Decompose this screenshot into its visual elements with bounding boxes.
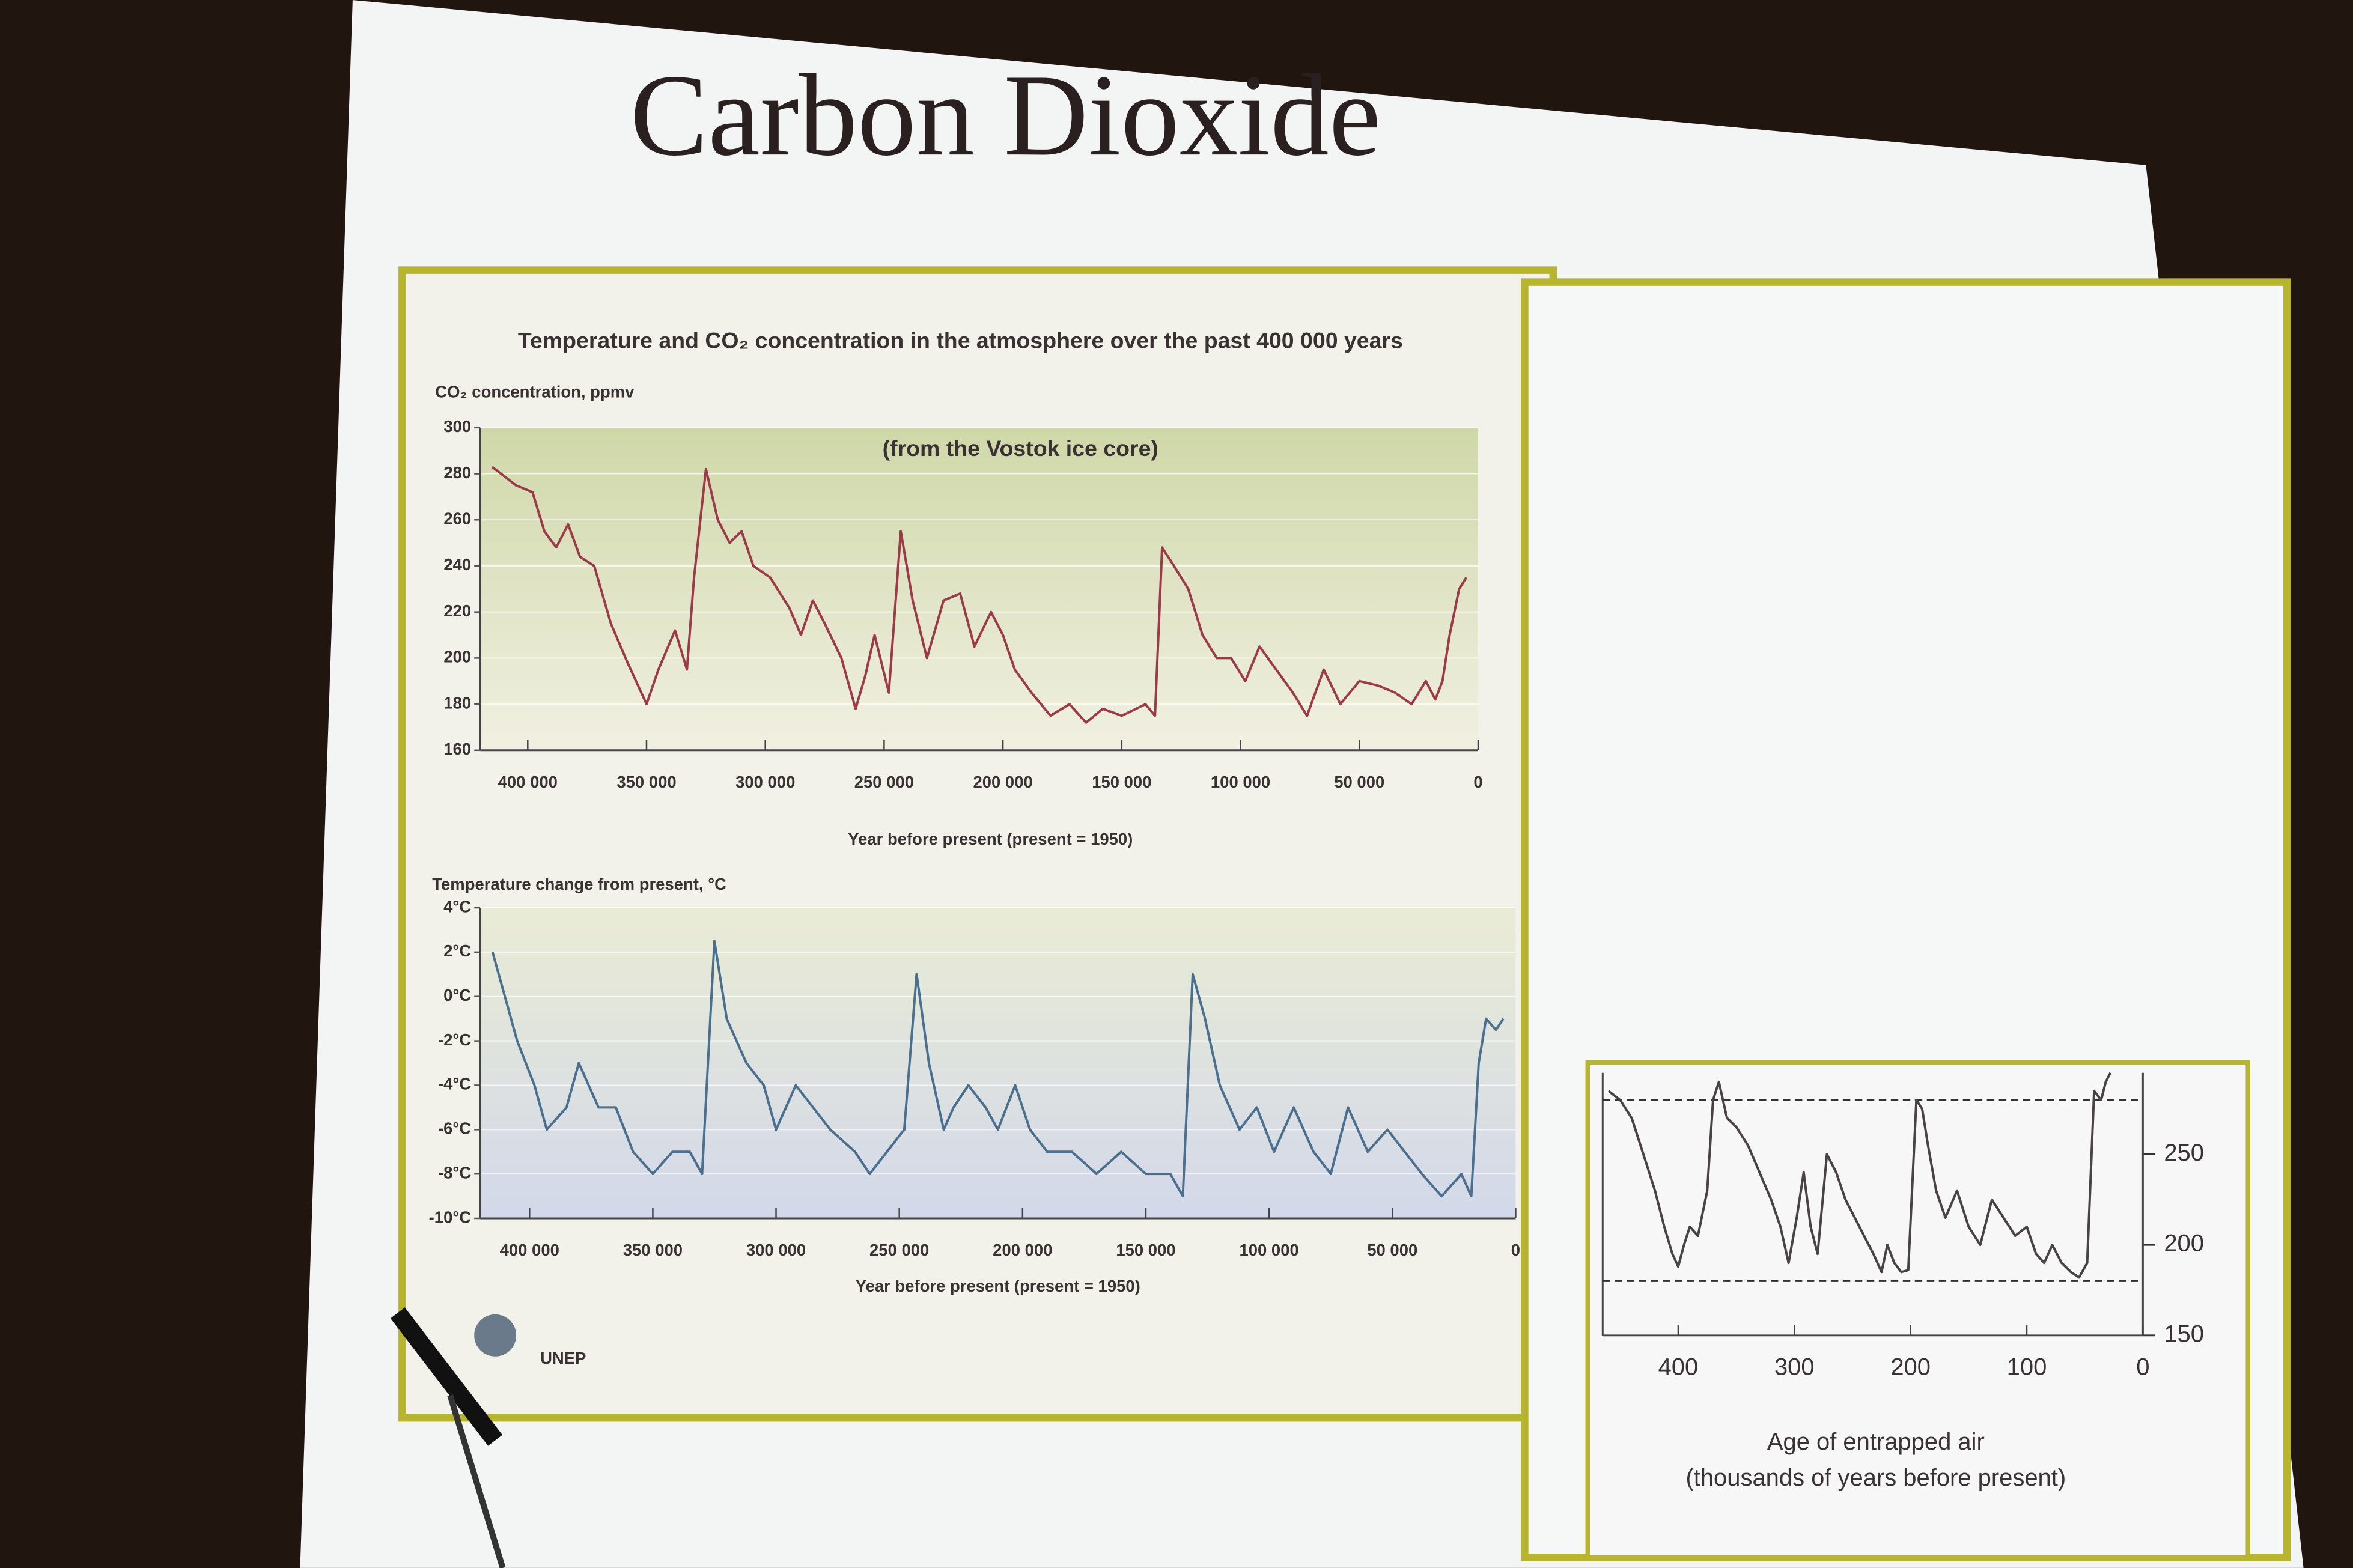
x-tick-label: 350 000 <box>623 1241 683 1259</box>
plot-background <box>480 908 1516 1219</box>
mic-stand <box>447 1394 506 1568</box>
y-axis-label: Temperature change from present, °C <box>432 875 726 893</box>
logo-text: UNEP <box>540 1349 586 1367</box>
y-tick-label: 240 <box>443 555 471 574</box>
x-tick-label: 0 <box>1473 773 1482 791</box>
x-tick-label: 400 000 <box>500 1241 559 1259</box>
y-tick-label: 220 <box>443 601 471 620</box>
y-tick-label: 300 <box>443 417 471 436</box>
x-tick-label: 400 <box>1658 1354 1699 1380</box>
x-tick-label: 300 <box>1774 1354 1815 1380</box>
x-tick-label: 250 000 <box>854 773 914 791</box>
x-tick-label: 100 000 <box>1239 1241 1298 1259</box>
y-tick-label: 250 <box>2164 1140 2204 1166</box>
x-tick-label: 200 000 <box>973 773 1032 791</box>
x-tick-label: 200 <box>1890 1354 1931 1380</box>
x-axis-label: Age of entrapped air <box>1767 1429 1985 1455</box>
y-tick-label: -2°C <box>438 1030 471 1049</box>
microphone <box>390 1307 506 1568</box>
y-tick-label: 200 <box>443 648 471 666</box>
x-tick-label: 150 000 <box>1116 1241 1175 1259</box>
x-tick-label: 0 <box>2136 1354 2149 1380</box>
y-tick-label: 180 <box>443 693 471 712</box>
mic-head <box>390 1307 503 1446</box>
logo-icon <box>474 1314 517 1357</box>
x-axis-label: Year before present (present = 1950) <box>848 830 1133 848</box>
x-tick-label: 400 000 <box>498 773 558 791</box>
y-tick-label: 2°C <box>443 941 471 960</box>
y-tick-label: -4°C <box>438 1075 471 1093</box>
x-tick-label: 200 000 <box>993 1241 1052 1259</box>
y-tick-label: 150 <box>2164 1320 2204 1347</box>
chart-title: Temperature and CO₂ concentration in the… <box>518 327 1403 353</box>
x-tick-label: 50 000 <box>1334 773 1384 791</box>
y-tick-label: -8°C <box>438 1163 471 1182</box>
data-line <box>491 940 1505 1198</box>
x-tick-label: 100 <box>2007 1354 2047 1380</box>
y-tick-label: -10°C <box>429 1208 472 1226</box>
y-tick-label: 260 <box>443 509 471 528</box>
y-tick-label: 200 <box>2164 1230 2204 1257</box>
x-axis-label: (thousands of years before present) <box>1685 1465 2066 1491</box>
x-tick-label: 50 000 <box>1367 1241 1417 1259</box>
right-chart-frame <box>1585 1060 2250 1560</box>
y-tick-label: -6°C <box>438 1119 471 1138</box>
plot-background <box>480 427 1478 750</box>
x-tick-label: 0 <box>1511 1241 1520 1259</box>
x-tick-label: 300 000 <box>735 773 795 791</box>
data-line <box>1607 1072 2111 1279</box>
data-line <box>491 466 1467 724</box>
y-axis-label: CO₂ concentration, ppmv <box>435 383 635 401</box>
x-tick-label: 300 000 <box>746 1241 806 1259</box>
x-tick-label: 100 000 <box>1211 773 1270 791</box>
y-tick-label: 4°C <box>443 897 471 916</box>
y-tick-label: 0°C <box>443 986 471 1004</box>
y-tick-label: 160 <box>443 740 471 758</box>
x-tick-label: 250 000 <box>869 1241 929 1259</box>
slide-title: Carbon Dioxide <box>630 50 1381 180</box>
x-tick-label: 350 000 <box>616 773 676 791</box>
chart-subtitle: (from the Vostok ice core) <box>883 436 1158 461</box>
x-axis-label: Year before present (present = 1950) <box>856 1277 1140 1295</box>
y-tick-label: 280 <box>443 463 471 482</box>
x-tick-label: 150 000 <box>1092 773 1151 791</box>
